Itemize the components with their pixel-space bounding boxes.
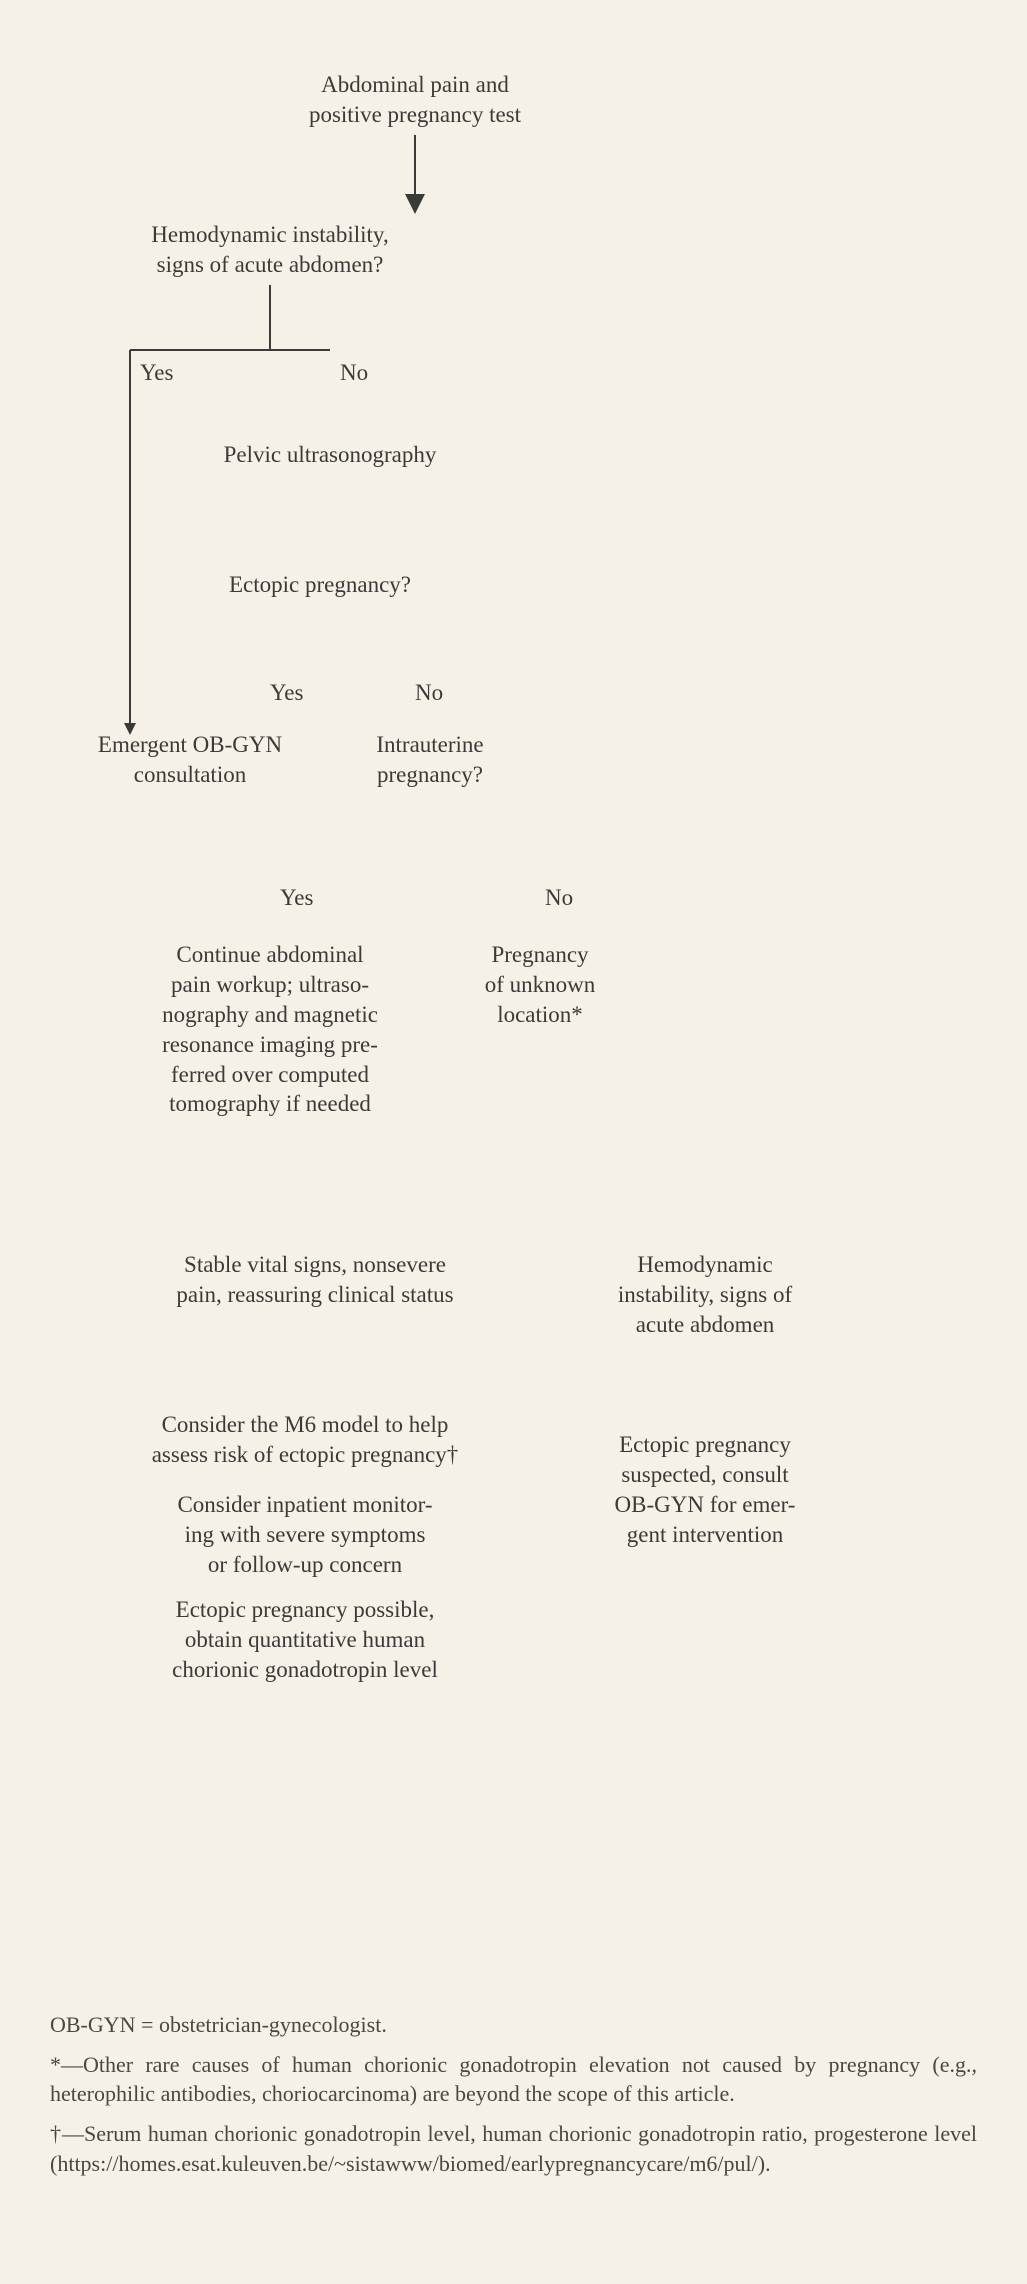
flow-node-n11a: Consider the M6 model to helpassess risk… (105, 1410, 505, 1470)
flowchart-container: Abdominal pain andpositive pregnancy tes… (50, 40, 977, 1990)
flow-label-l_no2: No (415, 680, 443, 706)
flow-label-l_no3: No (545, 885, 573, 911)
footnote-1: *—Other rare causes of human chorionic g… (50, 2050, 977, 2109)
flow-label-l_yes3: Yes (280, 885, 313, 911)
flow-node-n3: Pelvic ultrasonography (190, 440, 470, 470)
flow-node-n2: Hemodynamic instability,signs of acute a… (100, 220, 440, 280)
footnote-2: †—Serum human chorionic gonadotropin lev… (50, 2119, 977, 2178)
flow-label-l_yes1: Yes (140, 360, 173, 386)
flow-node-n4: Ectopic pregnancy? (195, 570, 445, 600)
flow-node-n5: Emergent OB-GYNconsultation (60, 730, 320, 790)
flow-node-n11b: Consider inpatient monitor-ing with seve… (125, 1490, 485, 1580)
flow-node-n6: Intrauterinepregnancy? (330, 730, 530, 790)
flow-node-n8: Pregnancyof unknownlocation* (450, 940, 630, 1030)
footnotes: OB-GYN = obstetrician-gynecologist. *—Ot… (50, 2010, 977, 2178)
flow-label-l_yes2: Yes (270, 680, 303, 706)
flow-node-n7: Continue abdominalpain workup; ultraso-n… (120, 940, 420, 1119)
flow-node-n12: Ectopic pregnancysuspected, consultOB-GY… (580, 1430, 830, 1550)
flow-node-n1: Abdominal pain andpositive pregnancy tes… (250, 70, 580, 130)
flow-node-n11c: Ectopic pregnancy possible,obtain quanti… (120, 1595, 490, 1685)
flow-node-n10: Hemodynamicinstability, signs ofacute ab… (580, 1250, 830, 1340)
flow-label-l_no1: No (340, 360, 368, 386)
abbreviation-text: OB-GYN = obstetrician-gynecologist. (50, 2010, 977, 2040)
flow-node-n9: Stable vital signs, nonseverepain, reass… (130, 1250, 500, 1310)
